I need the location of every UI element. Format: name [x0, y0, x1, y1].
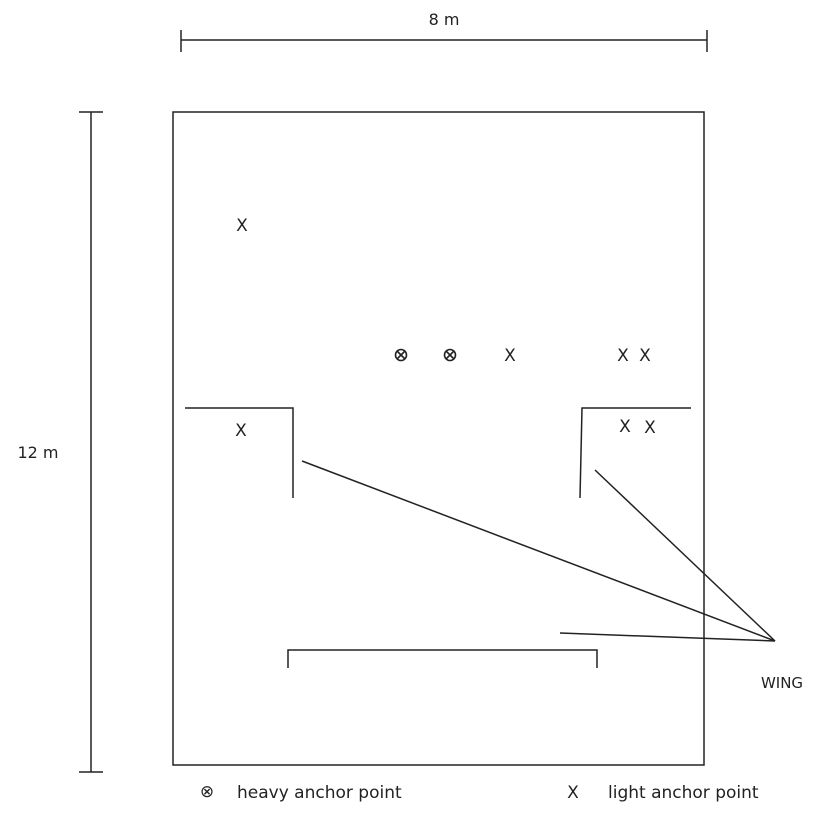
light-anchor-point: X — [617, 346, 629, 366]
light-anchor-point: X — [504, 346, 516, 366]
heavy-anchor-point-icon — [394, 348, 408, 362]
legend-light-label: light anchor point — [608, 783, 759, 803]
legend-heavy-symbol: ⊗ — [200, 782, 214, 802]
wing-callout-line-left — [301, 460, 776, 642]
light-anchor-points: X X X X X X X — [235, 216, 656, 441]
light-anchor-point: X — [639, 346, 651, 366]
legend: ⊗ heavy anchor point X light anchor poin… — [200, 782, 759, 803]
width-dimension: 8 m — [180, 10, 708, 52]
height-dimension: 12 m — [17, 111, 103, 773]
legend-heavy-label: heavy anchor point — [237, 783, 402, 803]
heavy-anchor-point-icon — [443, 348, 457, 362]
wing-callout-line-bottom — [559, 632, 776, 642]
right-wing-flat — [579, 407, 691, 499]
width-dimension-label: 8 m — [429, 10, 460, 29]
wing-label: WING — [761, 674, 803, 692]
light-anchor-point: X — [236, 216, 248, 236]
stage-outline — [172, 111, 705, 766]
left-wing-flat — [185, 407, 294, 498]
bottom-wing-flat — [287, 649, 598, 668]
light-anchor-point: X — [235, 421, 247, 441]
wing-callout-lines — [301, 460, 776, 642]
legend-light-symbol: X — [567, 783, 579, 803]
light-anchor-point: X — [644, 418, 656, 438]
light-anchor-point: X — [619, 417, 631, 437]
height-dimension-label: 12 m — [17, 443, 58, 462]
wing-callout-line-right — [594, 469, 776, 642]
heavy-anchor-points — [394, 348, 457, 362]
